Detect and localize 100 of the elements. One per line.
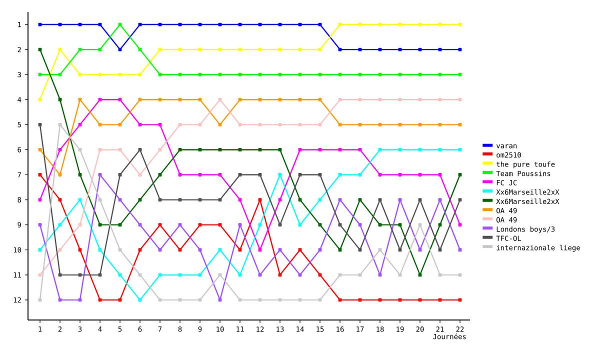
point bbox=[38, 148, 42, 152]
point bbox=[318, 173, 322, 176]
point bbox=[98, 48, 102, 52]
point bbox=[78, 173, 82, 176]
point bbox=[298, 248, 302, 252]
point bbox=[58, 148, 62, 152]
point bbox=[58, 72, 62, 76]
point bbox=[78, 148, 82, 152]
point bbox=[218, 148, 222, 152]
point bbox=[298, 122, 302, 126]
point bbox=[218, 48, 222, 52]
point bbox=[138, 148, 142, 152]
point bbox=[258, 72, 262, 76]
point bbox=[278, 72, 282, 76]
point bbox=[278, 148, 282, 152]
point bbox=[438, 72, 442, 76]
point bbox=[98, 148, 102, 152]
point bbox=[158, 98, 162, 102]
point bbox=[78, 198, 82, 202]
point bbox=[78, 72, 82, 76]
point bbox=[118, 22, 122, 26]
point bbox=[38, 173, 42, 176]
point bbox=[138, 198, 142, 202]
point bbox=[318, 22, 322, 26]
point bbox=[458, 273, 462, 277]
point bbox=[458, 22, 462, 26]
point bbox=[418, 148, 422, 152]
point bbox=[438, 122, 442, 126]
point bbox=[78, 273, 82, 277]
point bbox=[218, 72, 222, 76]
point bbox=[38, 248, 42, 252]
point bbox=[338, 273, 342, 277]
point bbox=[98, 98, 102, 102]
point bbox=[238, 248, 242, 252]
point bbox=[58, 223, 62, 227]
point bbox=[258, 98, 262, 102]
point bbox=[378, 198, 382, 202]
point bbox=[78, 223, 82, 227]
point bbox=[318, 48, 322, 52]
point bbox=[458, 248, 462, 252]
point bbox=[238, 122, 242, 126]
point bbox=[318, 248, 322, 252]
point bbox=[418, 122, 422, 126]
point bbox=[458, 98, 462, 102]
point bbox=[38, 22, 42, 26]
point bbox=[298, 98, 302, 102]
point bbox=[178, 173, 182, 176]
point bbox=[218, 223, 222, 227]
point bbox=[338, 173, 342, 176]
point bbox=[98, 22, 102, 26]
point bbox=[238, 198, 242, 202]
point bbox=[378, 173, 382, 176]
point bbox=[238, 48, 242, 52]
point bbox=[298, 148, 302, 152]
point bbox=[218, 98, 222, 102]
point bbox=[338, 72, 342, 76]
point bbox=[278, 22, 282, 26]
point bbox=[298, 173, 302, 176]
point bbox=[358, 273, 362, 277]
point bbox=[418, 72, 422, 76]
point bbox=[238, 148, 242, 152]
point bbox=[158, 248, 162, 252]
point bbox=[198, 98, 202, 102]
point bbox=[318, 122, 322, 126]
point bbox=[158, 22, 162, 26]
point bbox=[278, 98, 282, 102]
point bbox=[258, 223, 262, 227]
point bbox=[58, 248, 62, 252]
point bbox=[218, 273, 222, 277]
point bbox=[118, 148, 122, 152]
point bbox=[118, 273, 122, 277]
point bbox=[278, 248, 282, 252]
point bbox=[238, 98, 242, 102]
point bbox=[358, 98, 362, 102]
point bbox=[98, 173, 102, 176]
point bbox=[38, 223, 42, 227]
point bbox=[258, 148, 262, 152]
point bbox=[358, 173, 362, 176]
point bbox=[38, 72, 42, 76]
point bbox=[278, 223, 282, 227]
point bbox=[58, 48, 62, 52]
point bbox=[398, 198, 402, 202]
point bbox=[118, 98, 122, 102]
point bbox=[58, 122, 62, 126]
point bbox=[378, 72, 382, 76]
point bbox=[138, 223, 142, 227]
point bbox=[278, 122, 282, 126]
point bbox=[178, 122, 182, 126]
point bbox=[278, 198, 282, 202]
point bbox=[138, 72, 142, 76]
point bbox=[438, 223, 442, 227]
point bbox=[298, 223, 302, 227]
point bbox=[458, 72, 462, 76]
point bbox=[358, 248, 362, 252]
point bbox=[198, 248, 202, 252]
point bbox=[198, 223, 202, 227]
point bbox=[418, 198, 422, 202]
point bbox=[58, 22, 62, 26]
point bbox=[38, 122, 42, 126]
point bbox=[438, 248, 442, 252]
